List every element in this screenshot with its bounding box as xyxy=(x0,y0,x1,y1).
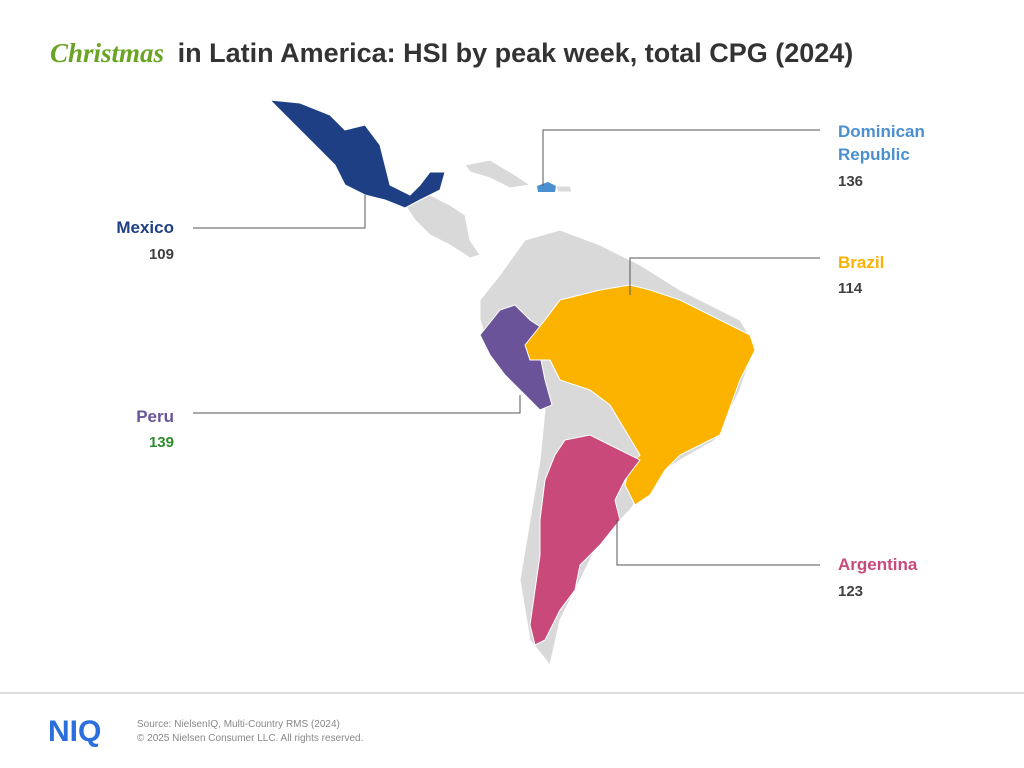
country-label: Argentina xyxy=(838,555,918,574)
country-brazil xyxy=(524,284,756,506)
title-text: in Latin America: HSI by peak week, tota… xyxy=(178,38,854,68)
country-value: 109 xyxy=(149,246,174,263)
country-mexico xyxy=(268,99,446,209)
leader-line xyxy=(629,257,820,295)
land xyxy=(555,185,573,193)
country-argentina xyxy=(529,434,641,646)
logo: NIQ xyxy=(48,715,101,748)
land xyxy=(464,159,532,189)
country-label: Dominican Republic xyxy=(838,122,930,164)
label-line: Dominican xyxy=(838,122,925,141)
title: Christmas in Latin America: HSI by peak … xyxy=(50,38,853,68)
country-peru xyxy=(479,304,553,411)
country-label: Peru xyxy=(136,407,174,426)
country-label: Mexico xyxy=(116,218,174,237)
land xyxy=(404,194,481,259)
leader-line xyxy=(542,129,820,186)
country-dominican-republic xyxy=(537,182,556,192)
source: Source: NielsenIQ, Multi-Country RMS (20… xyxy=(137,719,340,730)
country-value: 123 xyxy=(838,583,863,600)
leader-line xyxy=(193,195,366,229)
leader-line xyxy=(193,395,521,414)
label-line: Republic xyxy=(838,145,910,164)
country-value: 136 xyxy=(838,173,863,190)
country-value: 114 xyxy=(838,280,863,297)
leader-lines xyxy=(193,129,820,566)
leader-line xyxy=(616,520,820,566)
country-label: Brazil xyxy=(838,253,884,272)
title-highlight: Christmas xyxy=(50,38,164,68)
map xyxy=(268,99,756,667)
copyright: © 2025 Nielsen Consumer LLC. All rights … xyxy=(137,733,363,744)
country-value: 139 xyxy=(149,434,174,451)
